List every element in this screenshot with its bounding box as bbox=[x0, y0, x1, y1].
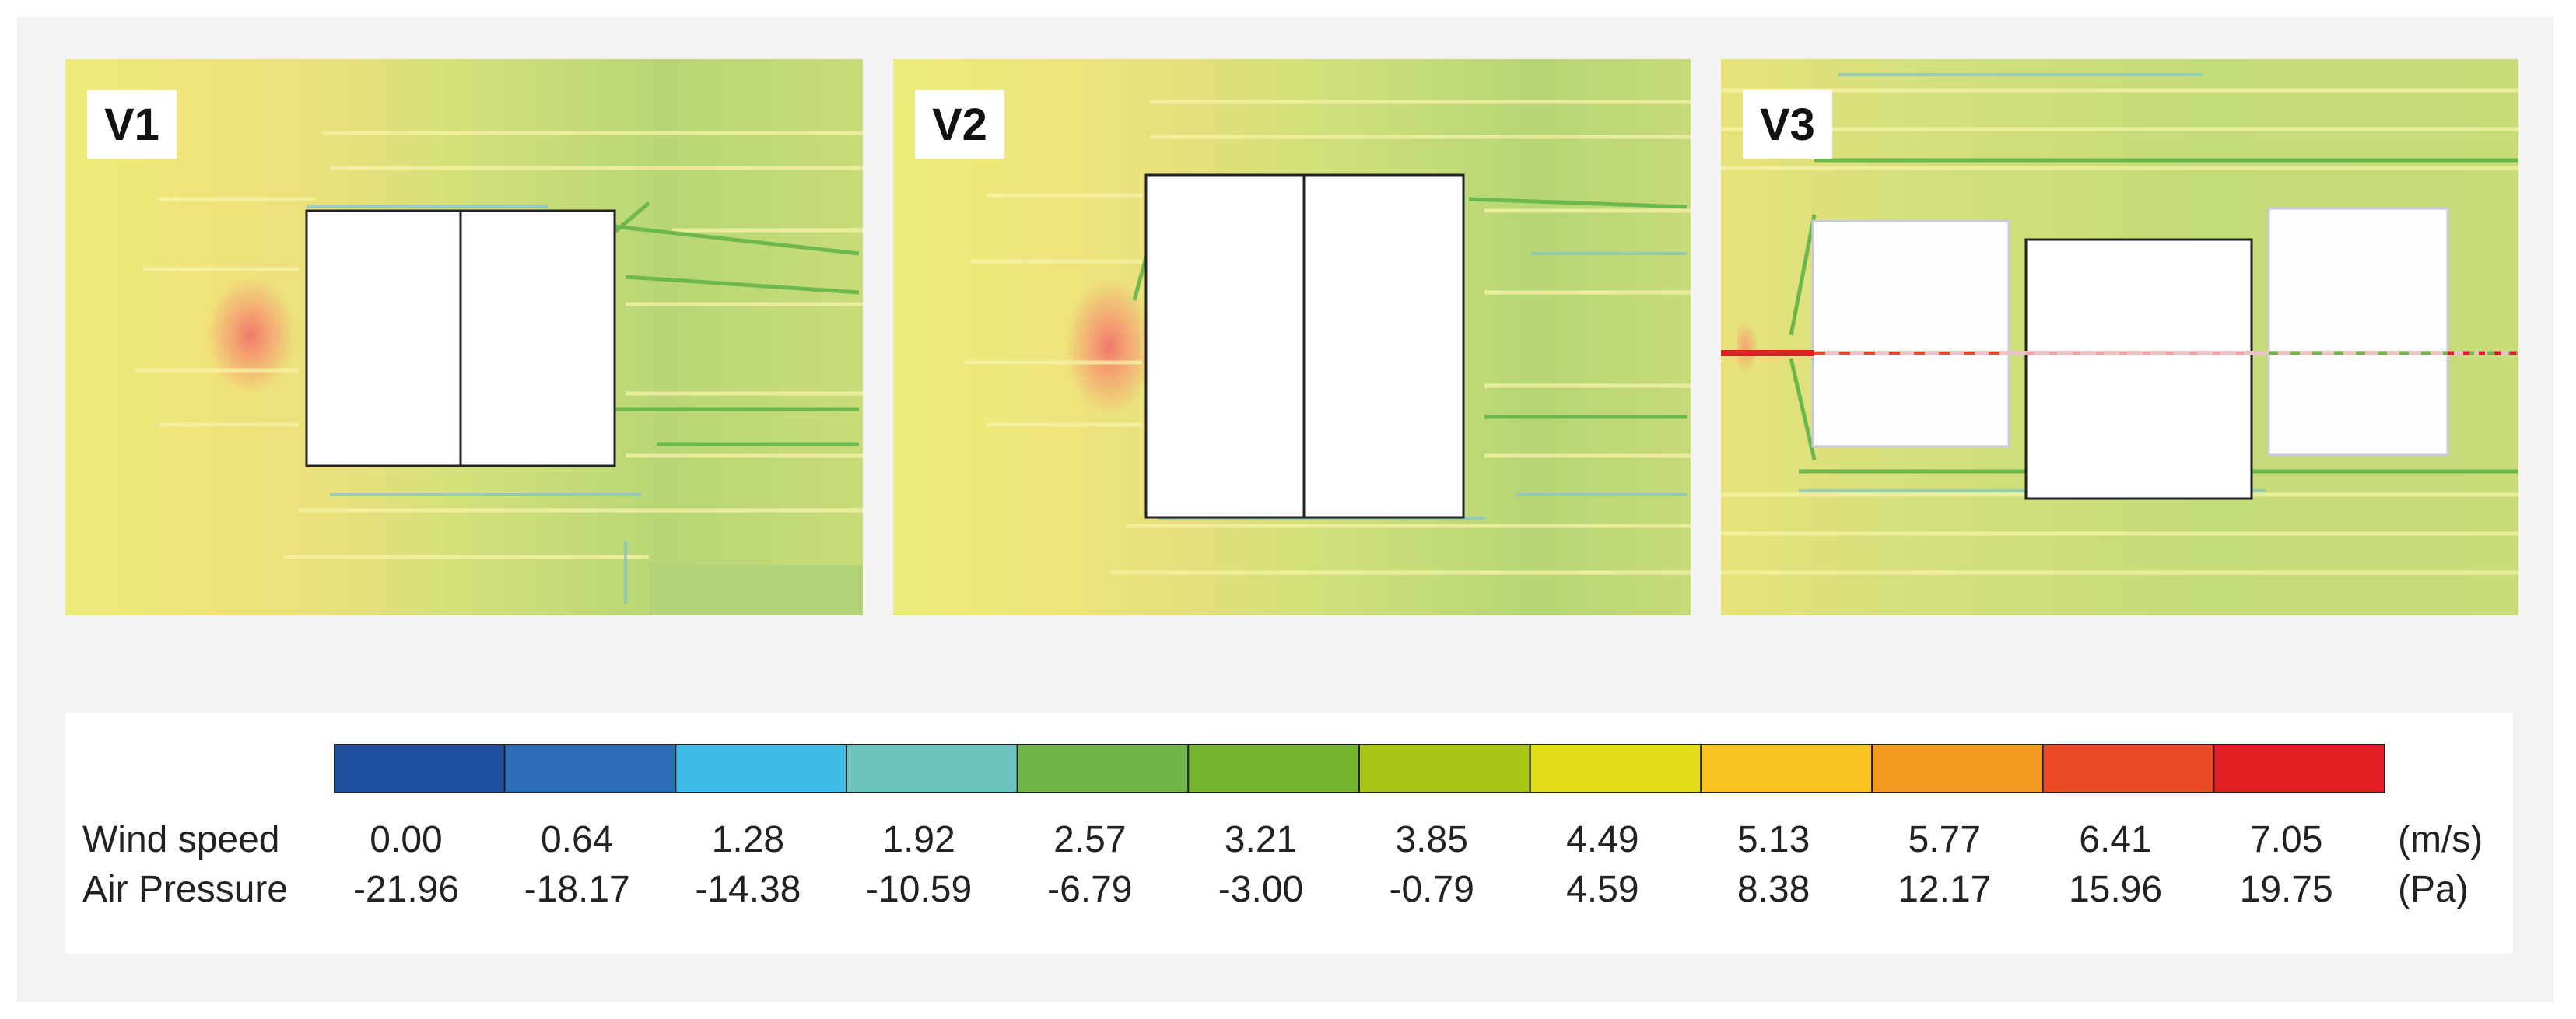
simulation-panel-v1: V1 bbox=[65, 59, 863, 615]
figure: V1 bbox=[17, 17, 2553, 1002]
air-pressure-tick: -3.00 bbox=[1218, 869, 1304, 910]
colorbar-swatch bbox=[2213, 744, 2385, 793]
wind-speed-tick: 2.57 bbox=[1053, 819, 1127, 860]
building-v3-center bbox=[2024, 238, 2253, 500]
wind-speed-unit: (m/s) bbox=[2398, 819, 2483, 860]
wind-speed-tick: 0.00 bbox=[370, 819, 443, 860]
colorbar-swatch bbox=[503, 744, 677, 793]
air-pressure-tick: 15.96 bbox=[2068, 869, 2163, 910]
wind-speed-tick: 0.64 bbox=[540, 819, 614, 860]
air-pressure-tick: -14.38 bbox=[695, 869, 801, 910]
wind-speed-tick: 6.41 bbox=[2079, 819, 2152, 860]
colorbar-swatch bbox=[846, 744, 1018, 793]
air-pressure-tick: 12.17 bbox=[1898, 869, 1992, 910]
wind-speed-tick: 4.49 bbox=[1566, 819, 1639, 860]
simulation-panel-v2: V2 bbox=[893, 59, 1691, 615]
colorbar-swatch bbox=[675, 744, 847, 793]
air-pressure-tick: -18.17 bbox=[524, 869, 630, 910]
wind-field-v3 bbox=[1721, 59, 2518, 615]
wind-speed-tick: 5.77 bbox=[1908, 819, 1982, 860]
wind-field-v1 bbox=[65, 59, 863, 615]
colorbar-swatch bbox=[334, 744, 506, 793]
air-pressure-unit: (Pa) bbox=[2398, 869, 2469, 910]
colorbar-swatch bbox=[1871, 744, 2044, 793]
wind-speed-tick: 5.13 bbox=[1737, 819, 1810, 860]
wind-speed-tick: 1.28 bbox=[711, 819, 785, 860]
wind-speed-title: Wind speed bbox=[82, 819, 280, 860]
air-pressure-tick: -6.79 bbox=[1047, 869, 1133, 910]
panel-label: V1 bbox=[87, 90, 177, 159]
wind-speed-tick: 3.21 bbox=[1224, 819, 1298, 860]
wind-field-v2 bbox=[893, 59, 1691, 615]
panel-label: V3 bbox=[1743, 90, 1832, 159]
colorbar-swatch bbox=[1529, 744, 1702, 793]
air-pressure-tick: -21.96 bbox=[352, 869, 460, 910]
air-pressure-tick: -0.79 bbox=[1389, 869, 1474, 910]
wind-speed-tick: 7.05 bbox=[2249, 819, 2323, 860]
wind-speed-tick: 1.92 bbox=[882, 819, 955, 860]
air-pressure-tick: 4.59 bbox=[1566, 869, 1639, 910]
air-pressure-tick: 19.75 bbox=[2239, 869, 2333, 910]
building-v3-left bbox=[1811, 219, 2010, 448]
colorbar-swatch bbox=[2042, 744, 2215, 793]
colorbar-swatch bbox=[1187, 744, 1360, 793]
panel-label: V2 bbox=[915, 90, 1004, 159]
colorbar-swatch bbox=[1016, 744, 1190, 793]
wind-speed-tick: 3.85 bbox=[1395, 819, 1468, 860]
color-legend: Wind speed 0.00 0.64 1.28 1.92 2.57 3.21 3.85 4… bbox=[65, 713, 2513, 954]
building-v3-right bbox=[2267, 207, 2449, 457]
air-pressure-title: Air Pressure bbox=[82, 869, 289, 910]
colorbar-swatch bbox=[1700, 744, 1873, 793]
air-pressure-tick: -10.59 bbox=[866, 869, 973, 910]
colorbar-swatch bbox=[1358, 744, 1531, 793]
simulation-panel-v3: V3 bbox=[1721, 59, 2518, 615]
air-pressure-tick: 8.38 bbox=[1737, 869, 1810, 910]
colorbar bbox=[334, 744, 2385, 793]
